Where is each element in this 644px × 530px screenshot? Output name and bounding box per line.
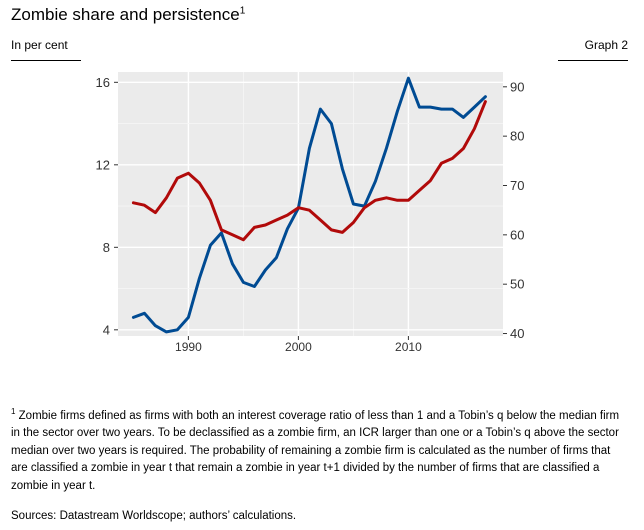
x-tick-label: 1990 [175,340,202,354]
x-tick-label: 2000 [285,340,312,354]
left-y-tick-label: 16 [96,75,110,90]
series-line-right-axis [131,100,487,242]
chart-subtitle: In per cent [11,38,68,52]
right-y-tick-label: 80 [510,129,524,144]
graph-number-rule [558,60,628,61]
gridlines [118,72,503,336]
series-lines [131,76,487,334]
axes: 1990 2000 2010 4 8 12 16 40 50 60 70 80 90 [96,75,525,354]
right-y-tick-label: 50 [510,277,524,292]
line-chart: 1990 2000 2010 4 8 12 16 40 50 60 70 80 90 [96,72,525,354]
footnote: 1 Zombie firms defined as firms with bot… [11,407,620,492]
left-y-tick-label: 4 [103,322,110,337]
right-y-tick-label: 60 [510,227,524,242]
sources-note: Sources: Datastream Worldscope; authors’… [11,510,297,522]
right-y-tick-label: 40 [510,326,524,341]
x-tick-label: 2010 [395,340,422,354]
graph-number: Graph 2 [584,38,628,52]
subtitle-rule [11,60,81,61]
left-y-tick-label: 12 [96,157,110,172]
right-y-tick-label: 90 [510,79,524,94]
chart-title: Zombie share and persistence1 [11,5,246,24]
plot-background [118,72,503,336]
left-y-tick-label: 8 [103,240,110,255]
right-y-tick-label: 70 [510,178,524,193]
series-line-left-axis [131,76,487,334]
